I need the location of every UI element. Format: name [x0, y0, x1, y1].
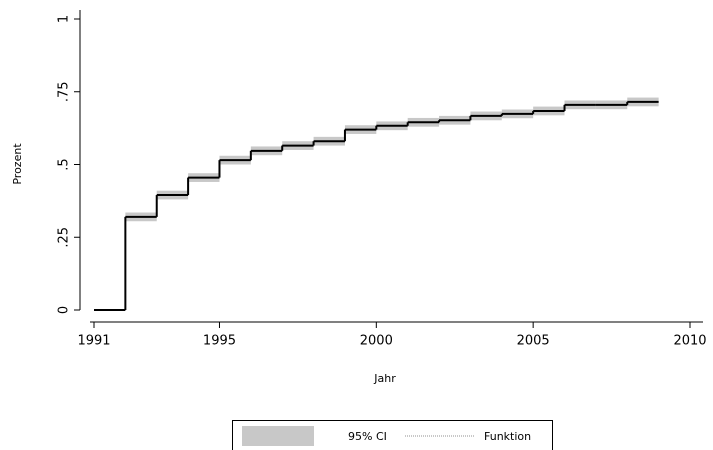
legend-swatch	[242, 426, 314, 446]
y-tick-label: .5	[57, 158, 72, 170]
y-tick-label: 0	[57, 306, 72, 314]
x-axis-label: Jahr	[373, 372, 396, 385]
x-tick-label: 2010	[673, 334, 706, 349]
y-axis-label: Prozent	[11, 143, 24, 185]
x-tick-label: 2005	[517, 334, 550, 349]
x-tick-label: 1995	[203, 334, 236, 349]
y-tick-label: .25	[57, 227, 72, 248]
y-tick-label: .75	[57, 81, 72, 102]
legend-label: Funktion	[484, 430, 531, 443]
x-tick-label: 1991	[77, 334, 110, 349]
x-tick-label: 2000	[360, 334, 393, 349]
y-tick-label: 1	[57, 15, 72, 23]
legend-label: 95% CI	[348, 430, 387, 443]
